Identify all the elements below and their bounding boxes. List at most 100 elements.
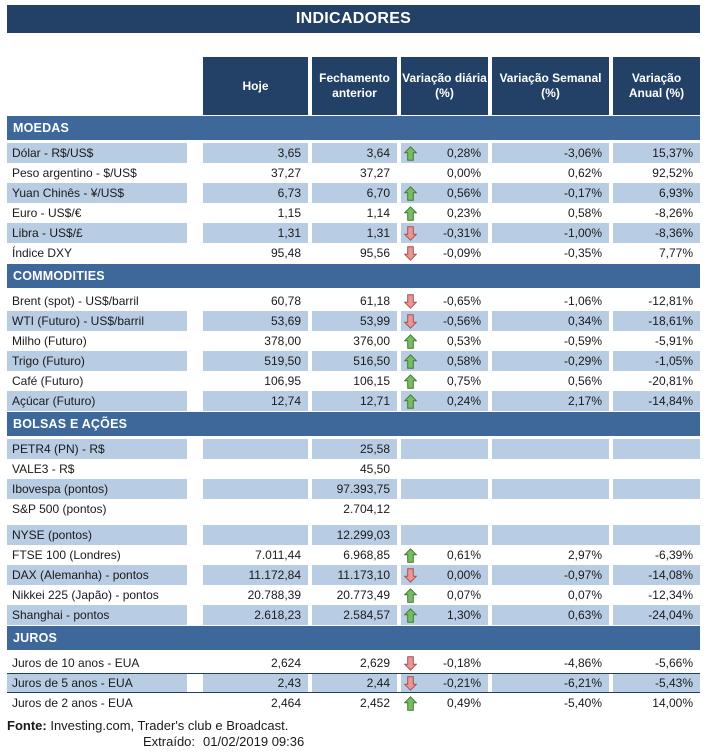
trend-arrow-slot <box>403 293 417 309</box>
cell-variacao-semanal: -0,29% <box>488 351 609 371</box>
column-header-line: Fechamento <box>319 71 390 85</box>
cell-variacao-anual: -5,43% <box>609 674 700 692</box>
cell-hoje: 2.618,23 <box>203 605 308 625</box>
cell-hoje: 6,73 <box>203 183 308 203</box>
table-row: VALE3 - R$ 45,50 <box>7 459 700 479</box>
column-spacer <box>187 653 203 673</box>
cell-fechamento-anterior: 20.773,49 <box>308 585 397 605</box>
cell-variacao-diaria: 0,00% <box>397 565 488 585</box>
column-spacer <box>187 203 203 223</box>
cell-variacao-diaria: 0,49% <box>397 693 488 713</box>
cell-hoje <box>203 499 308 519</box>
column-spacer <box>187 391 203 411</box>
section-header: MOEDAS <box>7 116 700 140</box>
source-label: Fonte: <box>7 718 47 733</box>
table-row: Nikkei 225 (Japão) - pontos 20.788,39 20… <box>7 585 700 605</box>
cell-fechamento-anterior: 95,56 <box>308 243 397 263</box>
cell-variacao-diaria: -0,09% <box>397 243 488 263</box>
cell-fechamento-anterior: 106,15 <box>308 371 397 391</box>
row-label: VALE3 - R$ <box>12 462 75 476</box>
source-line: Fonte: Investing.com, Trader's club e Br… <box>7 718 700 734</box>
column-spacer <box>187 291 203 311</box>
cell-variacao-diaria: 0,07% <box>397 585 488 605</box>
cell-variacao-anual: 14,00% <box>609 693 700 713</box>
cell-variacao-anual: -5,66% <box>609 653 700 673</box>
table-row: Índice DXY 95,48 95,56 -0,09% -0,35% 7,7… <box>7 243 700 263</box>
section-header: BOLSAS E AÇÕES <box>7 412 700 436</box>
row-label: Peso argentino - $/US$ <box>12 166 137 180</box>
cell-hoje: 519,50 <box>203 351 308 371</box>
variacao-diaria-value: 1,30% <box>446 608 481 622</box>
cell-variacao-diaria <box>397 499 488 519</box>
arrow-down-icon <box>403 293 417 309</box>
row-label: Milho (Futuro) <box>12 334 87 348</box>
trend-arrow-slot <box>403 245 417 261</box>
table-row: Milho (Futuro) 378,00 376,00 0,53% -0,59… <box>7 331 700 351</box>
row-label: Juros de 10 anos - EUA <box>12 656 140 670</box>
indicators-sheet: INDICADORES Hoje Fechamento anterior Vari… <box>7 5 700 750</box>
cell-variacao-diaria: -0,56% <box>397 311 488 331</box>
section-header: COMMODITIES <box>7 264 700 288</box>
cell-hoje: 7.011,44 <box>255 548 301 562</box>
table-row: Yuan Chinês - ¥/US$ 6,73 6,70 0,56% -0,1… <box>7 183 700 203</box>
trend-arrow-slot <box>403 313 417 329</box>
cell-variacao-anual <box>609 459 700 479</box>
column-spacer <box>187 143 203 163</box>
column-spacer <box>187 605 203 625</box>
cell-variacao-diaria: -0,65% <box>397 291 488 311</box>
cell-variacao-diaria: 0,53% <box>397 331 488 351</box>
cell-hoje: 60,78 <box>270 294 301 308</box>
column-spacer <box>187 183 203 203</box>
column-spacer <box>187 565 203 585</box>
cell-variacao-anual <box>609 479 700 499</box>
cell-fechamento-anterior: 516,50 <box>308 351 397 371</box>
cell-variacao-diaria: -0,31% <box>397 223 488 243</box>
row-label: FTSE 100 (Londres) <box>12 548 121 562</box>
variacao-diaria-value: -0,09% <box>442 246 481 260</box>
cell-variacao-diaria: 0,00% <box>397 163 488 183</box>
table-row: Peso argentino - $/US$ 37,27 37,27 0,00%… <box>7 163 700 183</box>
cell-fechamento-anterior: 12,71 <box>308 391 397 411</box>
cell-variacao-semanal: -0,35% <box>488 243 609 263</box>
column-spacer <box>187 459 203 479</box>
table-row: WTI (Futuro) - US$/barril 53,69 53,99 -0… <box>7 311 700 331</box>
page-title: INDICADORES <box>7 5 700 33</box>
arrow-up-icon <box>403 607 417 623</box>
row-label: Nikkei 225 (Japão) - pontos <box>12 588 159 602</box>
column-spacer <box>187 525 203 545</box>
row-label: Libra - US$/£ <box>7 223 187 243</box>
cell-variacao-anual: -5,91% <box>609 331 700 351</box>
table-row: Açúcar (Futuro) 12,74 12,71 0,24% 2,17% … <box>7 391 700 411</box>
cell-variacao-anual: 6,93% <box>609 183 700 203</box>
cell-variacao-semanal: -0,17% <box>488 183 609 203</box>
variacao-diaria-value: 0,00% <box>446 166 481 180</box>
table-body: MOEDAS Dólar - R$/US$ 3,65 3,64 0,28% -3… <box>7 116 700 713</box>
row-label: Euro - US$/€ <box>12 206 82 220</box>
cell-variacao-diaria: 0,24% <box>397 391 488 411</box>
cell-variacao-anual: 7,77% <box>609 243 700 263</box>
cell-variacao-anual: -8,36% <box>609 223 700 243</box>
column-header-line: Variação <box>631 71 682 85</box>
variacao-diaria-value: 0,24% <box>446 394 481 408</box>
cell-variacao-semanal <box>488 525 609 545</box>
cell-variacao-semanal: 0,07% <box>488 585 609 605</box>
trend-arrow-slot <box>403 353 417 369</box>
column-spacer <box>187 371 203 391</box>
row-label: NYSE (pontos) <box>7 525 187 545</box>
variacao-diaria-value: 0,56% <box>446 186 481 200</box>
cell-fechamento-anterior: 6,70 <box>308 183 397 203</box>
row-label: Juros de 2 anos - EUA <box>12 696 133 710</box>
arrow-up-icon <box>403 547 417 563</box>
cell-variacao-semanal: 0,58% <box>488 203 609 223</box>
trend-arrow-slot <box>403 567 417 583</box>
column-spacer <box>187 351 203 371</box>
trend-arrow-slot <box>403 547 417 563</box>
column-header-variacao-semanal: Variação Semanal (%) <box>488 57 609 115</box>
arrow-down-icon <box>403 675 417 691</box>
arrow-up-icon <box>403 353 417 369</box>
column-header-line: Variação diária <box>402 71 487 85</box>
column-header-hoje: Hoje <box>203 57 308 115</box>
cell-fechamento-anterior: 61,18 <box>308 291 397 311</box>
cell-hoje <box>203 459 308 479</box>
column-header-line: Anual (%) <box>628 86 685 100</box>
